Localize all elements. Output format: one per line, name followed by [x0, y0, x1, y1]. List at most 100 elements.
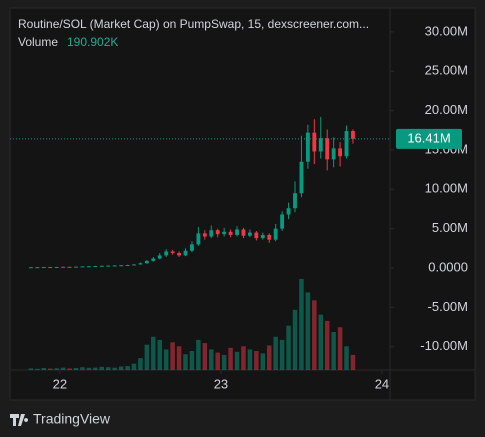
- candle-body: [267, 234, 272, 240]
- y-tick-label: 10.00M: [425, 181, 468, 196]
- y-tick-label: 30.00M: [425, 23, 468, 38]
- volume-bar: [80, 367, 85, 370]
- volume-bar: [196, 339, 201, 370]
- volume-bar: [215, 352, 220, 370]
- volume-bar: [254, 351, 259, 370]
- y-tick-label: 5.00M: [432, 220, 468, 235]
- candle-body: [54, 266, 59, 268]
- volume-bar: [170, 342, 175, 370]
- volume-bar: [331, 332, 336, 370]
- volume-label: Volume: [18, 35, 58, 49]
- volume-value: 190.902K: [67, 35, 118, 49]
- candle-body: [228, 231, 233, 235]
- volume-bar: [247, 349, 253, 370]
- volume-bar: [183, 354, 188, 370]
- chart-panel: [9, 7, 476, 401]
- candle-body: [183, 250, 188, 256]
- candle-body: [93, 266, 98, 268]
- candle-body: [351, 131, 355, 139]
- candle-body: [215, 230, 220, 235]
- volume-bar: [324, 320, 330, 370]
- candle-body: [151, 258, 156, 261]
- last-price-label: 16.41M: [407, 130, 450, 145]
- candle-body: [61, 266, 66, 268]
- candle-body: [132, 264, 136, 266]
- candle-body: [112, 265, 117, 267]
- candle-body: [325, 138, 330, 160]
- candle-body: [318, 138, 323, 152]
- volume-bar: [189, 351, 195, 370]
- candle-body: [286, 208, 291, 215]
- x-tick-label: 24: [375, 376, 389, 391]
- volume-bar: [209, 349, 214, 370]
- volume-bar: [344, 346, 349, 370]
- volume-bar: [299, 278, 304, 370]
- candle-body: [209, 230, 214, 237]
- candle-body: [86, 266, 91, 268]
- volume-bar: [118, 366, 124, 370]
- volume-bar: [54, 368, 59, 370]
- volume-bar: [350, 354, 356, 370]
- candle-body: [280, 214, 285, 229]
- volume-bar: [279, 339, 285, 370]
- candle-body: [29, 267, 33, 269]
- chart-title: Routine/SOL (Market Cap) on PumpSwap, 15…: [18, 17, 369, 31]
- x-tick-label: 22: [53, 376, 67, 391]
- candle-body: [222, 231, 227, 235]
- volume-bar: [260, 353, 266, 370]
- candle-body: [177, 253, 181, 256]
- volume-bar: [112, 367, 117, 370]
- volume-bar: [273, 336, 278, 370]
- candle-body: [202, 233, 207, 237]
- y-tick-label: 25.00M: [425, 63, 468, 78]
- candle-body: [299, 161, 304, 194]
- volume-bar: [305, 292, 311, 370]
- volume-bar: [221, 354, 227, 370]
- candle-body: [254, 232, 259, 239]
- candle-body: [67, 266, 72, 268]
- candle-body: [260, 234, 265, 239]
- volume-bar: [286, 325, 291, 370]
- volume-bar: [292, 309, 298, 370]
- y-tick-label: -10.00M: [420, 338, 468, 353]
- candle-body: [164, 251, 169, 256]
- candle-body: [35, 267, 40, 269]
- candle-body: [196, 233, 201, 245]
- volume-bar: [67, 368, 72, 370]
- candle-body: [80, 266, 85, 268]
- volume-bar: [157, 339, 162, 370]
- candle-body: [74, 266, 78, 268]
- volume-bar: [144, 344, 150, 370]
- volume-bar: [86, 367, 92, 370]
- volume-bar: [99, 366, 105, 370]
- candle-body: [235, 229, 239, 235]
- candle-body: [293, 193, 297, 209]
- volume-bar: [228, 347, 233, 370]
- y-tick-label: 0.0000: [428, 259, 468, 274]
- volume-bar: [234, 351, 240, 370]
- candle-body: [241, 229, 246, 236]
- volume-bar: [266, 345, 272, 370]
- volume-bar: [337, 327, 343, 370]
- volume-bar: [35, 368, 40, 370]
- candle-body: [170, 251, 175, 254]
- candle-body: [247, 232, 252, 236]
- logo-icon: [10, 414, 29, 426]
- volume-bar: [312, 300, 317, 370]
- volume-bar: [318, 314, 324, 370]
- candle-body: [106, 265, 111, 267]
- volume-bar: [60, 367, 66, 370]
- candle-body: [144, 260, 149, 264]
- y-tick-label: 20.00M: [425, 102, 468, 117]
- candle-body: [119, 265, 124, 267]
- y-tick-label: -5.00M: [428, 299, 468, 314]
- volume-bar: [41, 368, 47, 370]
- volume-bar: [131, 363, 137, 370]
- volume-bar: [105, 367, 111, 370]
- volume-bar: [202, 343, 208, 370]
- volume-bar: [138, 358, 143, 370]
- candle-body: [157, 255, 162, 259]
- candle-body: [41, 267, 46, 269]
